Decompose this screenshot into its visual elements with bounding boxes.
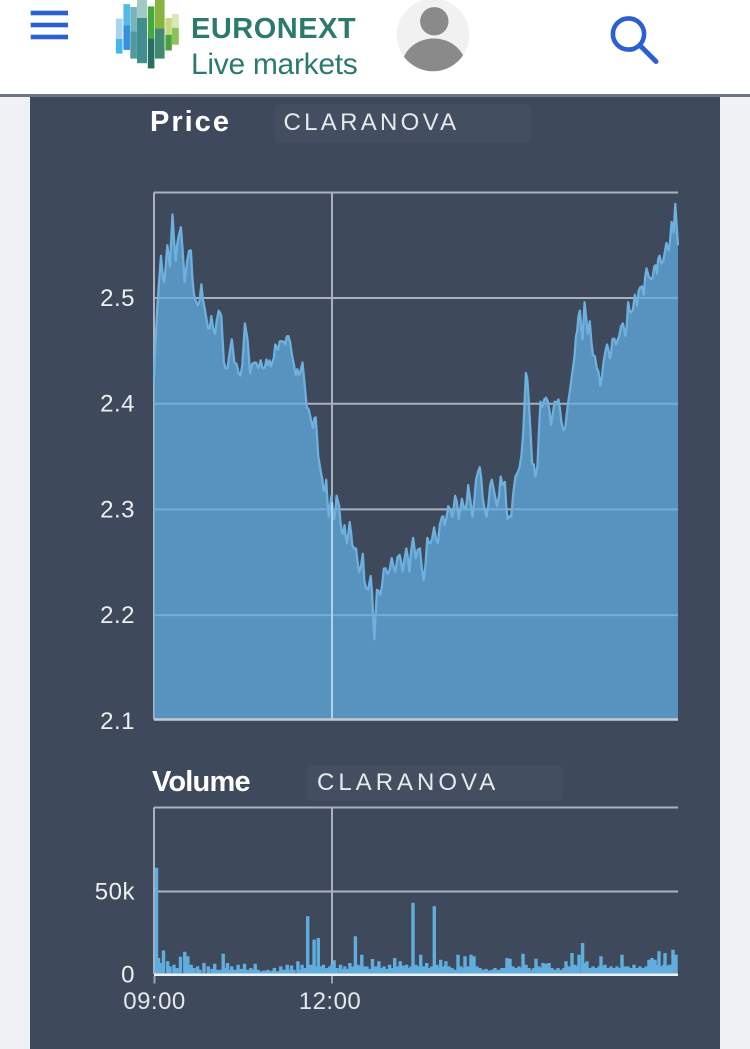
svg-text:09:00: 09:00: [123, 988, 186, 1015]
svg-text:12:00: 12:00: [299, 988, 362, 1015]
svg-text:EURONEXT: EURONEXT: [191, 13, 356, 45]
svg-text:0: 0: [121, 962, 135, 989]
svg-text:Live markets: Live markets: [191, 48, 357, 81]
svg-text:2.2: 2.2: [100, 602, 135, 629]
svg-text:2.4: 2.4: [100, 391, 135, 418]
svg-text:2.1: 2.1: [100, 708, 135, 735]
svg-text:Price: Price: [150, 106, 231, 138]
svg-text:2.3: 2.3: [100, 496, 135, 523]
svg-text:CLARANOVA: CLARANOVA: [317, 769, 499, 796]
svg-text:2.5: 2.5: [100, 285, 135, 312]
svg-text:CLARANOVA: CLARANOVA: [284, 109, 460, 136]
svg-text:Volume: Volume: [152, 766, 250, 798]
svg-text:50k: 50k: [95, 879, 136, 906]
